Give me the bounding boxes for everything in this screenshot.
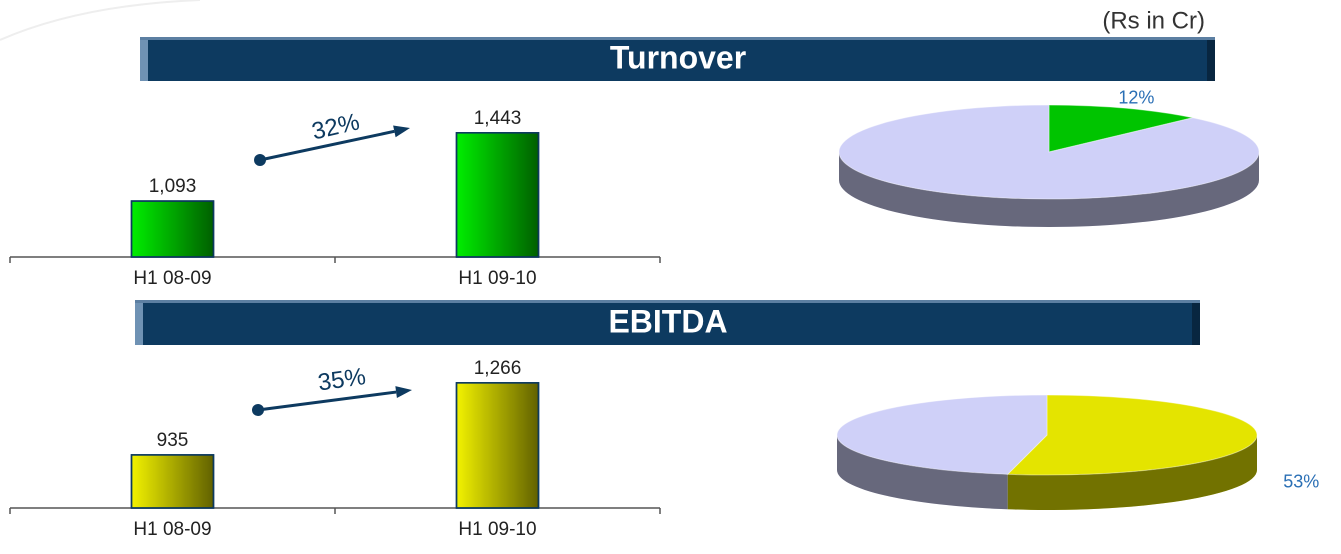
bar-shade (130, 200, 215, 258)
banner (140, 37, 1215, 81)
pie-slice (1048, 104, 1193, 153)
pie-label: 12% (1118, 87, 1154, 107)
pie-label: 53% (1283, 471, 1319, 491)
bar-shade (455, 382, 540, 509)
x-tick-label: H1 09-10 (458, 519, 536, 540)
bar-group (455, 132, 540, 258)
value-label: 935 (157, 430, 189, 451)
bar-shade (130, 454, 215, 509)
pie-side-shade (837, 435, 1008, 510)
arrow-head (393, 125, 410, 138)
pie-slice (1006, 394, 1258, 476)
section-title: EBITDA (608, 303, 727, 339)
bar-group (130, 200, 215, 258)
pie-slice (836, 394, 1048, 475)
pie-slice (838, 104, 1260, 200)
bar-group (455, 382, 540, 509)
value-label: 1,093 (149, 176, 197, 197)
x-tick-label: H1 08-09 (133, 268, 211, 289)
growth-arrow (257, 390, 397, 412)
section-title: Turnover (610, 39, 746, 75)
pie-side-shade (1007, 435, 1257, 511)
pie-side-shade (839, 152, 1259, 227)
pie-side (839, 152, 1259, 227)
growth-label: 35% (316, 363, 367, 396)
banner (135, 300, 1200, 345)
bar-group (130, 454, 215, 509)
x-tick-label: H1 08-09 (133, 519, 211, 540)
decor-arc (0, 0, 201, 41)
pie-side (1007, 435, 1257, 511)
value-label: 1,266 (474, 358, 522, 379)
growth-arrow (259, 129, 395, 162)
unit-label: (Rs in Cr) (1102, 7, 1205, 34)
x-tick-label: H1 09-10 (458, 268, 536, 289)
pie-side (837, 435, 1008, 510)
bar-shade (455, 132, 540, 258)
value-label: 1,443 (474, 108, 522, 129)
arrow-head (395, 386, 412, 399)
